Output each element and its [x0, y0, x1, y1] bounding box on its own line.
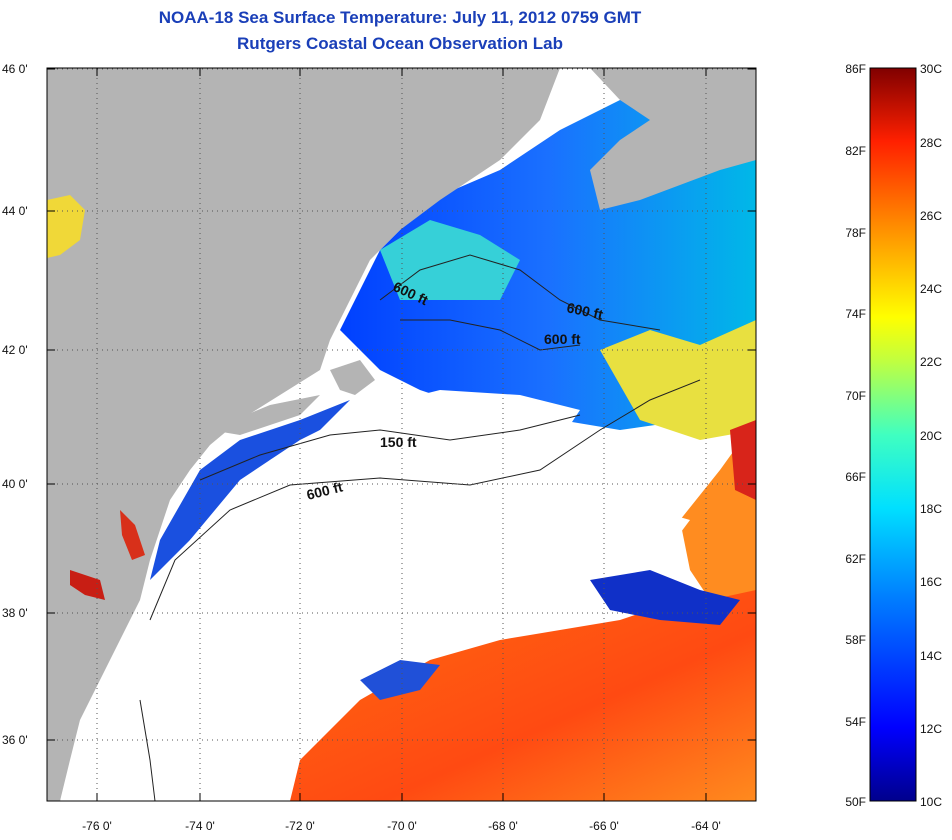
- cb-c-30: 30C: [920, 62, 942, 76]
- cb-c-26: 26C: [920, 209, 942, 223]
- cb-f-86: 86F: [845, 62, 866, 76]
- cb-c-18: 18C: [920, 502, 942, 516]
- cb-c-22: 22C: [920, 355, 942, 369]
- cb-f-70: 70F: [845, 389, 866, 403]
- cb-f-58: 58F: [845, 633, 866, 647]
- cb-c-14: 14C: [920, 649, 942, 663]
- cb-f-82: 82F: [845, 144, 866, 158]
- cb-c-12: 12C: [920, 722, 942, 736]
- cb-f-62: 62F: [845, 552, 866, 566]
- cb-f-78: 78F: [845, 226, 866, 240]
- cb-f-74: 74F: [845, 307, 866, 321]
- cb-f-66: 66F: [845, 470, 866, 484]
- colorbar-scale: [870, 68, 916, 801]
- cb-c-10: 10C: [920, 795, 942, 809]
- cb-c-24: 24C: [920, 282, 942, 296]
- cb-c-20: 20C: [920, 429, 942, 443]
- cb-c-28: 28C: [920, 136, 942, 150]
- cb-f-50: 50F: [845, 795, 866, 809]
- cb-c-16: 16C: [920, 575, 942, 589]
- cb-f-54: 54F: [845, 715, 866, 729]
